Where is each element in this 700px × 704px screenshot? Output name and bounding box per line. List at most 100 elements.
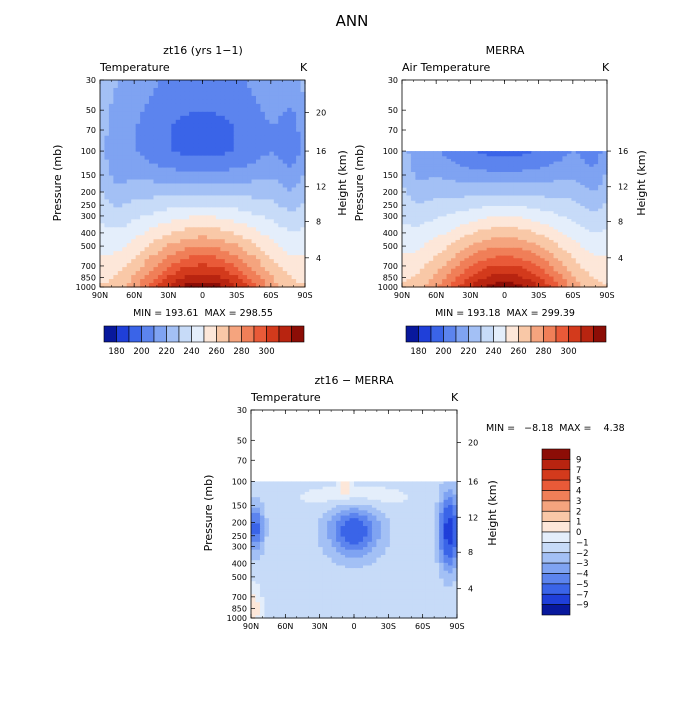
heatmap-cell xyxy=(149,227,154,232)
heatmap-cell xyxy=(131,116,136,121)
heatmap-cell xyxy=(220,172,225,177)
heatmap-cell xyxy=(162,96,167,101)
heatmap-cell xyxy=(220,104,225,109)
heatmap-cell xyxy=(149,152,154,157)
heatmap-cell xyxy=(269,132,274,137)
heatmap-cell xyxy=(140,88,145,93)
colorbar-box xyxy=(229,326,242,342)
heatmap-cell xyxy=(287,231,292,236)
heatmap-cell xyxy=(211,187,216,192)
heatmap-cell xyxy=(216,227,221,232)
heatmap-cell xyxy=(278,239,283,244)
heatmap-cell xyxy=(104,168,109,173)
heatmap-cell xyxy=(220,243,225,248)
heatmap-cell xyxy=(211,136,216,141)
heatmap-cell xyxy=(296,156,301,161)
heatmap-cell xyxy=(216,219,221,224)
heatmap-cell xyxy=(274,172,279,177)
heatmap-cell xyxy=(100,176,105,181)
heatmap-cell xyxy=(167,263,172,268)
heatmap-cell xyxy=(274,80,279,85)
heatmap-cell xyxy=(292,160,297,165)
heatmap-cell xyxy=(180,156,185,161)
colorbar-box xyxy=(267,326,280,342)
heatmap-cell xyxy=(274,156,279,161)
heatmap-cell xyxy=(131,223,136,228)
heatmap-cell xyxy=(104,199,109,204)
heatmap-cell xyxy=(145,100,150,105)
heatmap-cell xyxy=(220,263,225,268)
heatmap-cell xyxy=(171,92,176,97)
heatmap-cell xyxy=(260,211,265,216)
heatmap-cell xyxy=(118,207,123,212)
heatmap-cell xyxy=(207,219,212,224)
heatmap-cell xyxy=(283,247,288,252)
heatmap-cell xyxy=(100,132,105,137)
heatmap-cell xyxy=(113,247,118,252)
heatmap-cell xyxy=(256,132,261,137)
heatmap-cell xyxy=(296,176,301,181)
heatmap-cell xyxy=(256,144,261,149)
heatmap-cell xyxy=(216,84,221,89)
heatmap-cell xyxy=(265,211,270,216)
heatmap-cell xyxy=(118,132,123,137)
heatmap-cell xyxy=(162,195,167,200)
heatmap-cell xyxy=(207,271,212,276)
heatmap-cell xyxy=(256,84,261,89)
heatmap-cell xyxy=(292,271,297,276)
heatmap-cell xyxy=(283,148,288,153)
heatmap-cell xyxy=(109,184,114,189)
heatmap-cell xyxy=(234,148,239,153)
heatmap-cell xyxy=(145,207,150,212)
height-tick-label: 4 xyxy=(316,254,321,263)
heatmap-cell xyxy=(278,211,283,216)
heatmap-cell xyxy=(149,164,154,169)
heatmap-cell xyxy=(153,84,158,89)
heatmap-cell xyxy=(278,96,283,101)
heatmap-cell xyxy=(100,152,105,157)
heatmap-cell xyxy=(211,195,216,200)
heatmap-cell xyxy=(234,96,239,101)
heatmap-cell xyxy=(203,243,208,248)
heatmap-cell xyxy=(203,180,208,185)
heatmap-cell xyxy=(278,275,283,280)
heatmap-cell xyxy=(198,168,203,173)
heatmap-cell xyxy=(122,148,127,153)
heatmap-cell xyxy=(189,255,194,260)
heatmap-cell xyxy=(269,120,274,125)
heatmap-cell xyxy=(256,271,261,276)
heatmap-cell xyxy=(127,271,132,276)
heatmap-cell xyxy=(109,279,114,284)
heatmap-cell xyxy=(149,92,154,97)
heatmap-cell xyxy=(283,279,288,284)
heatmap-cell xyxy=(176,160,181,165)
heatmap-cell xyxy=(153,263,158,268)
heatmap-cell xyxy=(220,124,225,129)
heatmap-cell xyxy=(287,136,292,141)
heatmap-cell xyxy=(260,160,265,165)
heatmap-cell xyxy=(252,128,257,133)
heatmap-cell xyxy=(265,239,270,244)
heatmap-cell xyxy=(207,152,212,157)
heatmap-cell xyxy=(162,132,167,137)
heatmap-cell xyxy=(269,88,274,93)
heatmap-cell xyxy=(104,223,109,228)
heatmap-cell xyxy=(238,259,243,264)
heatmap-cell xyxy=(118,219,123,224)
heatmap-cell xyxy=(136,243,141,248)
heatmap-cell xyxy=(260,136,265,141)
heatmap-cell xyxy=(296,259,301,264)
heatmap-cell xyxy=(256,195,261,200)
heatmap-cell xyxy=(220,144,225,149)
heatmap-cell xyxy=(207,160,212,165)
heatmap-cell xyxy=(243,247,248,252)
heatmap-cell xyxy=(189,176,194,181)
heatmap-cell xyxy=(185,271,190,276)
heatmap-cell xyxy=(220,120,225,125)
heatmap-cell xyxy=(131,263,136,268)
heatmap-cell xyxy=(252,223,257,228)
heatmap-cell xyxy=(287,164,292,169)
heatmap-cell xyxy=(274,128,279,133)
heatmap-cell xyxy=(207,132,212,137)
heatmap-cell xyxy=(225,136,230,141)
